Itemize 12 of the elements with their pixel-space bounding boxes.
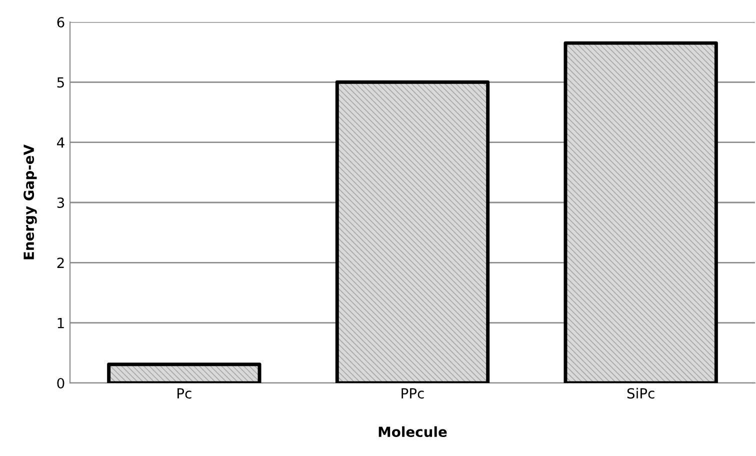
x-tick-label: Pc <box>178 388 192 399</box>
y-tick-label: 0 <box>57 378 64 388</box>
x-tick-label: SiPc <box>627 388 654 399</box>
x-axis-title: Molecule <box>378 426 447 438</box>
y-tick-label: 6 <box>57 16 64 28</box>
y-tick-label: 2 <box>57 258 64 268</box>
y-axis-title: Energy Gap-eV <box>24 144 37 260</box>
y-tick-label: 3 <box>57 197 64 208</box>
y-tick-label: 5 <box>57 77 64 88</box>
y-tick-label: 1 <box>58 318 64 328</box>
x-tick-label: PPc <box>402 388 424 399</box>
y-tick-label: 4 <box>56 137 64 148</box>
